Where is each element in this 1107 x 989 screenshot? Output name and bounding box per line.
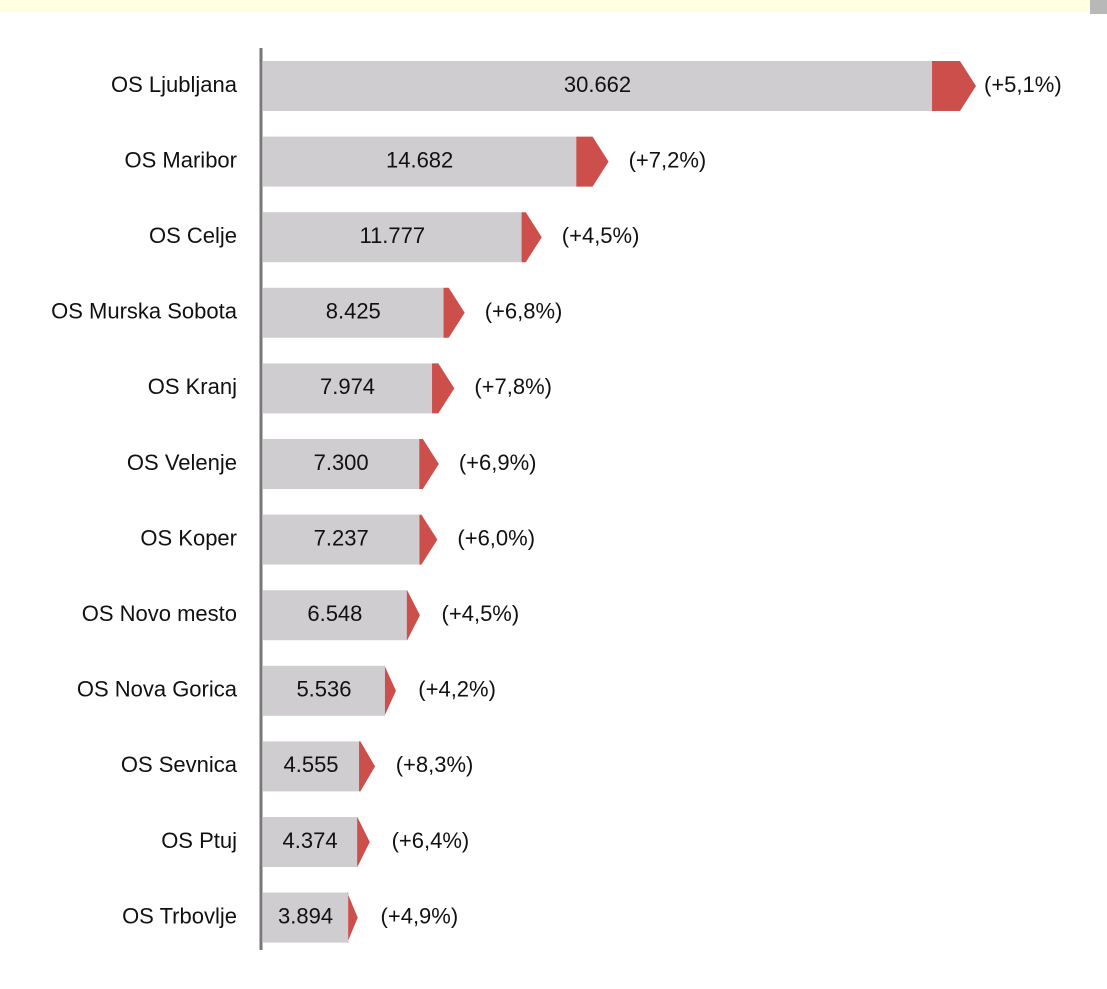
growth-segment	[419, 514, 438, 565]
category-label: OS Sevnica	[121, 752, 238, 777]
growth-label: (+8,3%)	[396, 752, 474, 777]
value-label: 11.777	[359, 223, 425, 248]
growth-segment	[576, 136, 609, 187]
value-label: 7.300	[314, 450, 369, 475]
growth-label: (+6,0%)	[457, 525, 535, 550]
bar	[263, 892, 349, 943]
corner	[1090, 0, 1107, 14]
bar	[263, 514, 420, 565]
growth-label: (+6,4%)	[392, 828, 470, 853]
category-label: OS Maribor	[125, 147, 237, 172]
bar	[263, 665, 385, 716]
bar	[263, 439, 420, 489]
value-label: 14.682	[386, 147, 453, 172]
category-label: OS Koper	[140, 525, 237, 550]
bar	[263, 61, 933, 111]
bar	[263, 136, 577, 187]
category-label: OS Kranj	[148, 374, 237, 399]
bar	[263, 287, 444, 338]
growth-label: (+4,5%)	[562, 223, 640, 248]
category-label: OS Ptuj	[161, 828, 237, 853]
category-label: OS Celje	[149, 223, 237, 248]
growth-segment	[347, 892, 358, 943]
value-label: 3.894	[278, 903, 333, 928]
value-label: 5.536	[296, 677, 351, 702]
growth-segment	[932, 61, 976, 111]
growth-label: (+7,8%)	[474, 374, 552, 399]
bar	[263, 212, 522, 263]
top-strip	[0, 0, 1107, 12]
value-label: 7.237	[314, 525, 369, 550]
growth-label: (+6,8%)	[485, 299, 563, 324]
growth-segment	[357, 817, 370, 867]
category-label: OS Trbovlje	[122, 903, 237, 928]
growth-label: (+6,9%)	[459, 450, 537, 475]
bar	[263, 817, 358, 867]
growth-label: (+4,2%)	[418, 677, 496, 702]
bar	[263, 363, 433, 414]
growth-segment	[359, 741, 376, 792]
value-label: 8.425	[326, 299, 381, 324]
category-label: OS Velenje	[127, 450, 237, 475]
growth-segment	[419, 439, 439, 489]
growth-label: (+5,1%)	[984, 72, 1062, 97]
growth-label: (+7,2%)	[629, 147, 707, 172]
bar	[263, 741, 360, 792]
growth-segment	[432, 363, 455, 414]
value-label: 6.548	[307, 601, 362, 626]
growth-segment	[521, 212, 542, 263]
category-label: OS Murska Sobota	[51, 299, 238, 324]
growth-label: (+4,9%)	[381, 903, 459, 928]
value-label: 30.662	[564, 72, 631, 97]
value-label: 7.974	[320, 374, 375, 399]
bar	[263, 590, 407, 641]
category-label: OS Novo mesto	[82, 601, 237, 626]
growth-label: (+4,5%)	[442, 601, 520, 626]
value-label: 4.374	[283, 828, 338, 853]
category-label: OS Ljubljana	[111, 72, 238, 97]
growth-segment	[406, 590, 420, 641]
category-label: OS Nova Gorica	[77, 677, 238, 702]
growth-segment	[384, 665, 396, 716]
value-label: 4.555	[283, 752, 338, 777]
growth-segment	[443, 287, 465, 338]
